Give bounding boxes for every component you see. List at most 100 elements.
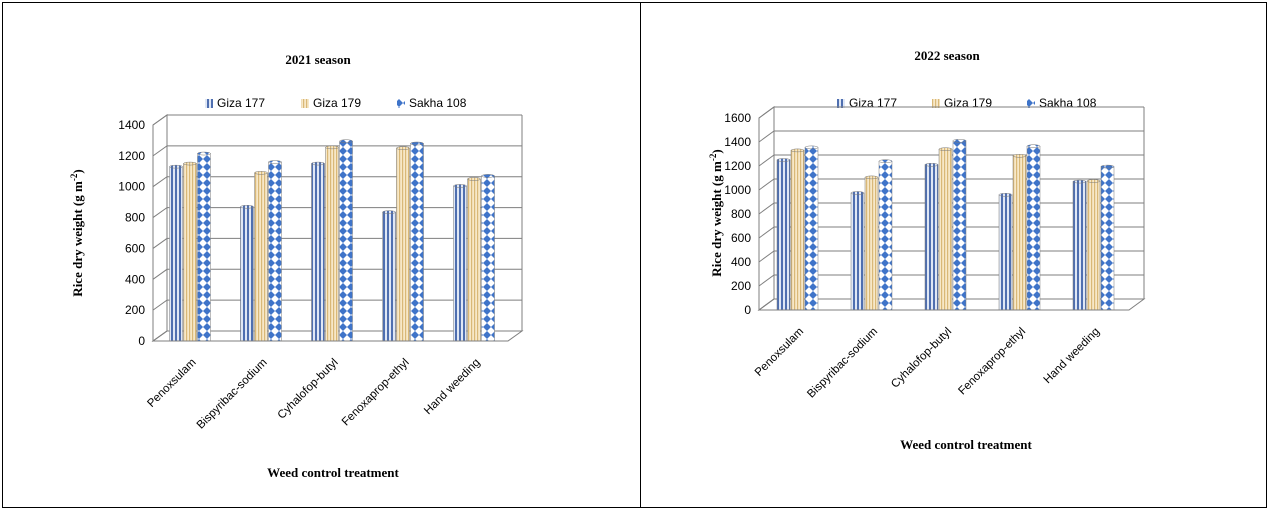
bar-top <box>311 161 325 166</box>
chart-2022-season: 2022 season Giza 177 Giza 179 Sakha 108 0 200… <box>708 48 1146 452</box>
x-axis-title: Weed control treatment <box>900 437 1032 452</box>
table-divider <box>640 2 641 508</box>
bar-top <box>1100 164 1115 169</box>
bar: Giza 177: 1130 <box>169 166 183 342</box>
gridline <box>152 114 522 126</box>
bar: Giza 177: 1005 <box>453 185 467 342</box>
bar: Giza 179: 1340 <box>938 148 953 311</box>
bar-top <box>382 210 396 214</box>
bar: Giza 177: 975 <box>850 192 865 311</box>
gridline <box>152 145 522 157</box>
legend-label: Giza 177 <box>217 96 265 110</box>
chart-legend: Giza 177 Giza 179 Sakha 108 <box>837 96 1097 110</box>
bar: Giza 179: 1255 <box>325 147 339 342</box>
y-axis-title: Rice dry weight (g m-2) <box>69 169 85 296</box>
bar-top <box>197 151 211 156</box>
bar: Giza 179: 1285 <box>1012 155 1027 311</box>
chart-panel-2022: 2022 season Giza 177 Giza 179 Sakha 108 0 200… <box>641 3 1267 507</box>
category-label: Fenoxaprop-ethyl <box>956 326 1028 398</box>
legend-label: Giza 179 <box>313 96 361 110</box>
y-axis-title: Rice dry weight (g m-2) <box>708 149 724 276</box>
category-label: Cyhalofop-butyl <box>276 357 341 422</box>
y-tick-label: 1000 <box>118 180 145 194</box>
bar: Sakha 108: 1070 <box>481 175 495 342</box>
bar: Giza 177: 1250 <box>776 159 791 311</box>
category-label: Bispyribac-sodium <box>805 326 880 401</box>
legend-label: Giza 177 <box>849 96 897 110</box>
y-tick-label: 600 <box>731 231 751 245</box>
bar-top <box>1086 179 1101 183</box>
y-tick-label: 800 <box>731 207 751 221</box>
legend-swatch <box>932 99 940 108</box>
bar-top <box>850 191 865 195</box>
chart-title: 2021 season <box>285 52 351 67</box>
category-label: Hand weeding <box>1042 326 1102 386</box>
gridline <box>758 106 1144 119</box>
y-tick-label: 1200 <box>724 159 751 173</box>
bar-top <box>776 158 791 162</box>
bar-top <box>240 205 254 209</box>
bar: Sakha 108: 1195 <box>1100 166 1115 311</box>
bar: Giza 177: 1070 <box>1072 181 1087 311</box>
bar: Giza 179: 1105 <box>864 177 879 311</box>
y-tick-label: 400 <box>731 255 751 269</box>
bar: Sakha 108: 1160 <box>268 161 282 342</box>
bar-top <box>396 146 410 150</box>
chart-legend: Giza 177 Giza 179 Sakha 108 <box>205 96 467 110</box>
y-tick-label: 600 <box>125 241 145 255</box>
bar: Sakha 108: 1410 <box>952 140 967 311</box>
bar: Giza 177: 1150 <box>311 163 325 342</box>
legend-swatch <box>205 99 213 108</box>
legend-label: Sakha 108 <box>409 96 467 110</box>
bar: Sakha 108: 1240 <box>878 160 893 311</box>
gridline <box>758 130 1144 143</box>
bar: Sakha 108: 1355 <box>804 147 819 311</box>
bar-top <box>864 175 879 180</box>
bar: Giza 177: 835 <box>382 211 396 342</box>
category-label: Penoxsulam <box>145 357 198 410</box>
chart-panel-2021: 2021 season Giza 177 Giza 179 Sakha 108 0 200… <box>3 3 640 507</box>
bar: Giza 179: 1150 <box>183 163 197 342</box>
bar: Sakha 108: 1365 <box>1026 145 1041 311</box>
category-label: Hand weeding <box>422 357 482 417</box>
category-label: Bispyribac-sodium <box>195 357 270 432</box>
y-tick-label: 1400 <box>724 135 751 149</box>
bar: Giza 179: 1330 <box>790 150 805 311</box>
chart-title: 2022 season <box>914 48 980 63</box>
y-tick-label: 400 <box>125 272 145 286</box>
bar: Giza 179: 1075 <box>1086 180 1101 311</box>
bar-top <box>183 161 197 166</box>
bar-top <box>878 159 893 163</box>
bar-top <box>1012 154 1027 158</box>
bar-top <box>410 141 424 146</box>
y-tick-label: 1600 <box>724 111 751 125</box>
bar-top <box>254 171 268 175</box>
bar-top <box>467 177 481 181</box>
y-tick-label: 1400 <box>118 118 145 132</box>
bar: Giza 179: 1050 <box>467 178 481 342</box>
y-tick-label: 0 <box>138 334 145 348</box>
category-label: Cyhalofop-butyl <box>889 326 954 391</box>
category-label: Fenoxaprop-ethyl <box>340 357 412 429</box>
y-tick-label: 0 <box>744 303 751 317</box>
y-tick-label: 1200 <box>118 149 145 163</box>
bar-top <box>325 145 339 150</box>
legend-swatch <box>1027 99 1035 108</box>
bar: Sakha 108: 1295 <box>339 140 353 342</box>
bar: Sakha 108: 1280 <box>410 143 424 342</box>
bar-top <box>952 139 967 143</box>
bar-top <box>938 147 953 151</box>
legend-swatch <box>301 99 309 108</box>
chart-2021-season: 2021 season Giza 177 Giza 179 Sakha 108 0 200… <box>69 52 524 480</box>
bar-top <box>924 163 939 167</box>
y-tick-label: 200 <box>731 279 751 293</box>
bar: Giza 179: 1250 <box>396 147 410 342</box>
y-tick-label: 1000 <box>724 183 751 197</box>
y-tick-label: 800 <box>125 211 145 225</box>
bar: Giza 177: 870 <box>240 206 254 342</box>
legend-swatch <box>837 99 845 108</box>
bar-top <box>453 184 467 188</box>
y-tick-label: 200 <box>125 303 145 317</box>
bar: Giza 179: 1090 <box>254 172 268 342</box>
